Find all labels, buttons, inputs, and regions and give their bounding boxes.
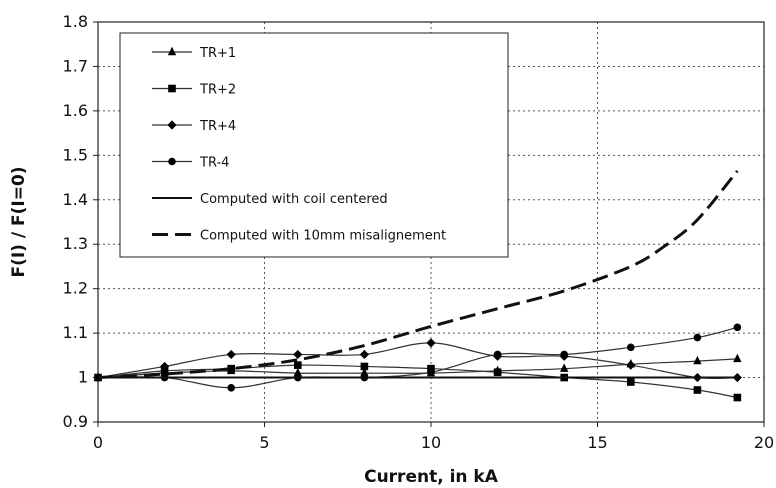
y-tick-label: 1.5 (63, 145, 88, 164)
series-line-tr-2 (97, 364, 738, 399)
legend-label-computed-with-10mm-misalignement: Computed with 10mm misalignement (200, 229, 446, 244)
data-point-tr-4 (426, 338, 436, 348)
data-point-tr-1 (560, 363, 569, 372)
series-line-tr-4 (97, 326, 738, 389)
series-tr-4 (94, 323, 742, 392)
y-tick-label: 1.8 (63, 12, 88, 31)
data-point-tr-4 (693, 333, 702, 342)
data-point-tr-1 (693, 355, 702, 365)
legend-marker-tr-4 (167, 120, 177, 130)
y-tick-label: 1.1 (63, 323, 88, 342)
x-tick-label: 10 (421, 433, 441, 452)
series-layer (93, 169, 742, 402)
x-axis-title: Current, in kA (364, 467, 499, 487)
legend-marker-tr-1 (167, 46, 177, 56)
data-point-tr-2 (360, 362, 369, 371)
y-tick-label: 1.4 (63, 190, 88, 209)
data-point-tr-1 (733, 353, 742, 363)
series-line-computed-with-10mm-misalignement (97, 169, 739, 380)
data-point-tr-4 (493, 350, 502, 359)
data-point-tr-1 (293, 367, 302, 377)
y-tick-label: 1.2 (63, 279, 88, 298)
series-computed-with-10mm-misalignement (97, 169, 739, 380)
x-tick-label: 15 (587, 433, 607, 452)
data-point-tr-4 (226, 349, 236, 360)
x-tick-label: 5 (259, 433, 269, 452)
data-point-tr-2 (227, 364, 235, 373)
legend-label-tr-1: TR+1 (199, 46, 236, 61)
legend-label-computed-with-coil-centered: Computed with coil centered (200, 192, 388, 207)
data-point-tr-4 (627, 343, 635, 352)
data-point-tr-4 (293, 349, 303, 360)
data-point-tr-2 (627, 378, 635, 386)
y-axis-title: F(I) / F(I=0) (9, 166, 29, 277)
legend-marker-tr-4 (168, 157, 176, 166)
y-tick-label: 1.3 (63, 234, 88, 253)
data-point-tr-2 (733, 393, 742, 402)
data-point-tr-1 (360, 367, 369, 377)
legend-label-tr-4: TR-4 (199, 156, 229, 171)
legend: TR+1 TR+2 TR+4 TR-4 Computed with coil cente… (119, 32, 509, 258)
legend-label-tr-4: TR+4 (199, 119, 236, 134)
data-point-tr-4 (427, 368, 435, 377)
y-tick-label: 0.9 (63, 412, 88, 431)
data-point-tr-4 (160, 361, 170, 372)
x-tick-label: 20 (754, 433, 774, 452)
series-tr-4 (93, 338, 742, 383)
data-point-tr-2 (493, 368, 502, 377)
data-point-tr-4 (227, 383, 235, 392)
y-tick-label: 1 (78, 368, 88, 387)
data-point-tr-4 (560, 350, 568, 359)
legend-marker-tr-2 (168, 84, 176, 93)
y-tick-label: 1.6 (63, 101, 88, 120)
legend-label-tr-2: TR+2 (199, 83, 236, 98)
tick-labels: 0.9 1 1.1 1.2 1.3 1.4 1.5 1.6 1.7 1.8 0 5 10 15 20 (63, 12, 775, 452)
data-point-tr-2 (693, 386, 702, 394)
data-point-tr-2 (294, 361, 302, 369)
data-point-tr-4 (359, 349, 369, 360)
data-point-tr-4 (733, 323, 742, 332)
legend-box (119, 32, 509, 258)
x-tick-label: 0 (93, 433, 103, 452)
data-point-tr-4 (626, 360, 636, 370)
y-tick-label: 1.7 (63, 56, 88, 75)
